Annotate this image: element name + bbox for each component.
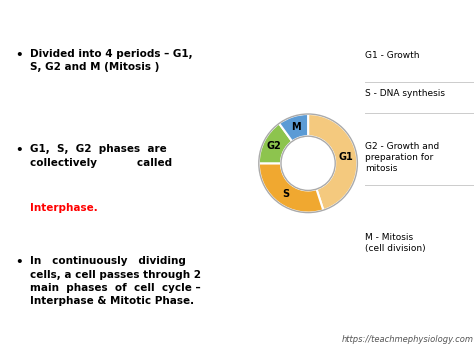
Text: •: • bbox=[15, 49, 23, 62]
Text: G1: G1 bbox=[338, 152, 353, 162]
Text: •: • bbox=[15, 144, 23, 158]
Wedge shape bbox=[259, 124, 292, 163]
Wedge shape bbox=[308, 114, 357, 210]
Text: M - Mitosis
(cell division): M - Mitosis (cell division) bbox=[365, 233, 426, 253]
Text: G2 - Growth and
preparation for
mitosis: G2 - Growth and preparation for mitosis bbox=[365, 142, 439, 173]
Text: G2: G2 bbox=[267, 141, 282, 151]
Text: S - DNA synthesis: S - DNA synthesis bbox=[365, 89, 445, 98]
Text: G1,  S,  G2  phases  are
collectively           called: G1, S, G2 phases are collectively called bbox=[30, 144, 173, 168]
Circle shape bbox=[281, 136, 335, 190]
Text: Interphase.: Interphase. bbox=[30, 203, 98, 213]
Wedge shape bbox=[259, 163, 323, 213]
Text: G1 - Growth: G1 - Growth bbox=[365, 51, 419, 60]
Text: https://teachmephysiology.com: https://teachmephysiology.com bbox=[342, 334, 474, 344]
Text: M: M bbox=[292, 122, 301, 132]
Text: In   continuously   dividing
cells, a cell passes through 2
main  phases  of  ce: In continuously dividing cells, a cell p… bbox=[30, 256, 201, 306]
Wedge shape bbox=[279, 114, 308, 141]
Text: S: S bbox=[282, 189, 289, 199]
Text: •: • bbox=[15, 256, 23, 269]
Text: Divided into 4 periods – G1,
S, G2 and M (Mitosis ): Divided into 4 periods – G1, S, G2 and M… bbox=[30, 49, 193, 72]
